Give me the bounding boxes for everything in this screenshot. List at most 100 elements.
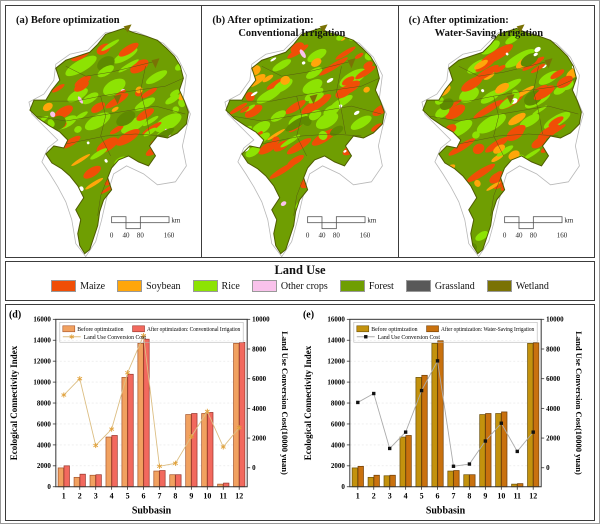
soybean-swatch: [117, 280, 143, 292]
rice-label: Rice: [221, 280, 240, 292]
grassland-label: Grassland: [434, 280, 475, 292]
svg-text:2000: 2000: [37, 462, 51, 470]
legend-items-row: Maize Soybean Rice Other crops Forest Gr…: [6, 280, 594, 292]
svg-text:10000: 10000: [252, 316, 270, 324]
svg-text:2000: 2000: [252, 434, 266, 442]
map-title-a-line1: (a) Before optimization: [16, 15, 120, 26]
legend-item-other-crops: Other crops: [251, 280, 328, 292]
map-title-b: (b) After optimization: Conventional Irr…: [212, 14, 345, 40]
svg-text:0: 0: [306, 232, 310, 240]
svg-text:10000: 10000: [546, 316, 564, 324]
svg-text:1: 1: [356, 492, 360, 501]
svg-text:12: 12: [235, 492, 243, 501]
legend-item-forest: Forest: [339, 280, 394, 292]
svg-text:After optimization: Water-Savi: After optimization: Water-Saving Irrigat…: [441, 326, 534, 333]
svg-text:10: 10: [497, 492, 505, 501]
svg-text:10000: 10000: [33, 378, 51, 386]
svg-text:Before optimization: Before optimization: [77, 326, 123, 333]
charts-section: (d) 0 2000 4000 6000 8000 10000 12000 14000 16000…: [5, 304, 595, 521]
svg-text:8000: 8000: [331, 399, 345, 407]
svg-text:4: 4: [404, 492, 408, 501]
svg-text:Land Use Conversion Cost: Land Use Conversion Cost: [84, 335, 147, 341]
svg-text:8: 8: [173, 492, 177, 501]
svg-text:8000: 8000: [252, 345, 266, 353]
svg-text:16000: 16000: [33, 316, 51, 324]
svg-text:12000: 12000: [327, 358, 345, 366]
svg-text:(d): (d): [9, 309, 21, 320]
map-panel-before-optimization: (a) Before optimization 0 40 80 160 km: [6, 6, 203, 257]
map-title-b-line2: Conventional Irrigation: [238, 28, 346, 39]
svg-text:160: 160: [360, 232, 371, 240]
svg-text:4000: 4000: [37, 441, 51, 449]
svg-text:0: 0: [341, 483, 345, 491]
svg-text:Before optimization: Before optimization: [371, 326, 417, 333]
svg-text:40: 40: [515, 232, 522, 240]
svg-text:10: 10: [203, 492, 211, 501]
svg-text:0: 0: [503, 232, 507, 240]
map-panel-water-saving-irrigation: (c) After optimization: Water-Saving Irr…: [399, 6, 594, 257]
svg-text:6: 6: [142, 492, 146, 501]
svg-text:160: 160: [164, 232, 175, 240]
landuse-map-water-saving: 0 40 80 160 km: [421, 24, 584, 257]
svg-text:After optimization: Convention: After optimization: Conventional Irrigat…: [147, 326, 240, 333]
legend-item-soybean: Soybean: [117, 280, 181, 292]
svg-text:3: 3: [94, 492, 98, 501]
svg-text:Ecological Connectivity Index: Ecological Connectivity Index: [303, 345, 313, 460]
svg-text:0: 0: [252, 464, 256, 472]
svg-text:1: 1: [62, 492, 66, 501]
svg-text:4000: 4000: [546, 405, 560, 413]
land-use-legend: Land Use Maize Soybean Rice Other crops …: [5, 261, 595, 301]
svg-text:12000: 12000: [33, 358, 51, 366]
legend-item-grassland: Grassland: [405, 280, 475, 292]
svg-text:40: 40: [319, 232, 326, 240]
svg-text:8: 8: [467, 492, 471, 501]
svg-text:2000: 2000: [546, 434, 560, 442]
svg-text:Subbasin: Subbasin: [132, 506, 172, 517]
svg-text:5: 5: [420, 492, 424, 501]
svg-text:2: 2: [372, 492, 376, 501]
svg-text:4000: 4000: [331, 441, 345, 449]
svg-text:km: km: [171, 217, 180, 225]
svg-text:(e): (e): [303, 309, 314, 320]
map-title-c-line2: Water-Saving Irrigation: [434, 28, 544, 39]
svg-text:6: 6: [436, 492, 440, 501]
svg-text:5: 5: [126, 492, 130, 501]
svg-text:0: 0: [110, 232, 114, 240]
svg-text:12: 12: [529, 492, 537, 501]
forest-label: Forest: [368, 280, 394, 292]
svg-text:7: 7: [451, 492, 455, 501]
svg-text:Ecological Connectivity Index: Ecological Connectivity Index: [9, 345, 19, 460]
landuse-map-conventional: 0 40 80 160 km: [224, 24, 388, 257]
svg-text:km: km: [564, 217, 573, 225]
chart-conventional-irrigation: (d)0200040006000800010000120001400016000…: [9, 309, 290, 517]
svg-text:80: 80: [137, 232, 144, 240]
svg-text:0: 0: [546, 464, 550, 472]
scale-bar: 0 40 80 160 km: [503, 216, 574, 240]
svg-text:11: 11: [513, 492, 521, 501]
legend-item-rice: Rice: [192, 280, 240, 292]
svg-text:2000: 2000: [331, 462, 345, 470]
grassland-swatch: [405, 280, 431, 292]
svg-text:14000: 14000: [33, 337, 51, 345]
landuse-map-before: 0 40 80 160 km: [28, 24, 191, 257]
svg-text:4: 4: [110, 492, 114, 501]
svg-text:Land Use Conversion Cost(10000: Land Use Conversion Cost(10000 yuan): [574, 331, 584, 475]
svg-text:8000: 8000: [546, 345, 560, 353]
maps-section: (a) Before optimization 0 40 80 160 km (b) A…: [5, 5, 595, 258]
svg-text:11: 11: [219, 492, 227, 501]
other-crops-label: Other crops: [280, 280, 328, 292]
svg-text:6000: 6000: [546, 375, 560, 383]
map-panel-conventional-irrigation: (b) After optimization: Conventional Irr…: [202, 6, 399, 257]
legend-item-wetland: Wetland: [486, 280, 549, 292]
svg-text:16000: 16000: [327, 316, 345, 324]
svg-text:9: 9: [483, 492, 487, 501]
map-title-c-line1: (c) After optimization:: [408, 15, 509, 26]
map-title-c: (c) After optimization: Water-Saving Irr…: [409, 14, 543, 40]
svg-text:6000: 6000: [37, 420, 51, 428]
svg-text:6000: 6000: [252, 375, 266, 383]
svg-text:160: 160: [556, 232, 567, 240]
svg-text:0: 0: [47, 483, 51, 491]
svg-text:8000: 8000: [37, 399, 51, 407]
forest-swatch: [339, 280, 365, 292]
